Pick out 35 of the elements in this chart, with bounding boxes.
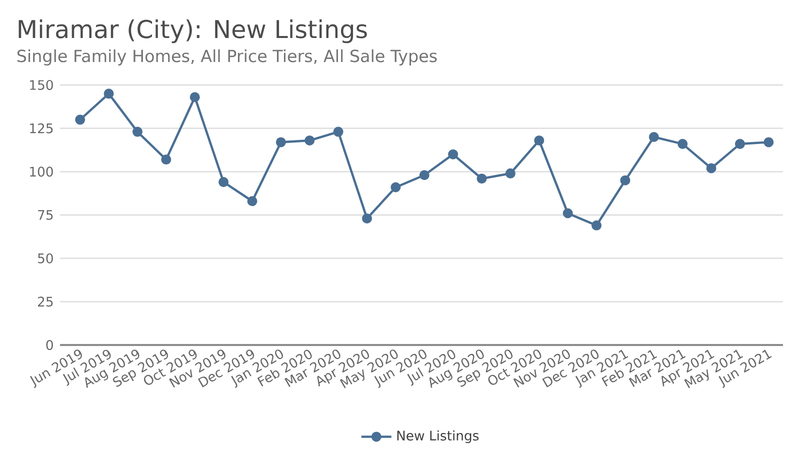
legend-label: New Listings bbox=[397, 430, 479, 444]
chart-title: Miramar (City): New Listings bbox=[18, 19, 367, 44]
point bbox=[390, 182, 401, 192]
point bbox=[190, 92, 200, 102]
y-tick-label: 50 bbox=[38, 253, 53, 264]
point bbox=[448, 149, 458, 160]
point bbox=[706, 163, 716, 174]
point bbox=[132, 126, 142, 137]
point bbox=[476, 174, 487, 184]
point bbox=[104, 88, 114, 99]
point bbox=[678, 138, 688, 149]
point bbox=[247, 196, 258, 206]
point bbox=[333, 126, 344, 137]
point bbox=[218, 177, 229, 188]
point bbox=[734, 138, 745, 149]
y-tick-label: 125 bbox=[30, 123, 53, 134]
chart-subtitle: Single Family Homes, All Price Tiers, All Sale Types bbox=[17, 49, 437, 66]
point bbox=[505, 168, 516, 178]
y-tick-label: 75 bbox=[38, 210, 53, 220]
point bbox=[419, 170, 430, 180]
point bbox=[304, 135, 315, 146]
point bbox=[276, 137, 286, 148]
point bbox=[562, 208, 573, 218]
point bbox=[764, 137, 774, 148]
point bbox=[75, 114, 86, 125]
point bbox=[620, 175, 630, 186]
y-tick-label: 150 bbox=[30, 80, 53, 90]
y-tick-label: 0 bbox=[46, 340, 53, 350]
point bbox=[534, 135, 544, 146]
point bbox=[648, 132, 659, 142]
point bbox=[362, 213, 372, 224]
y-tick-label: 100 bbox=[30, 166, 53, 177]
y-tick-label: 25 bbox=[38, 296, 53, 307]
point bbox=[161, 154, 172, 165]
point bbox=[592, 220, 602, 230]
